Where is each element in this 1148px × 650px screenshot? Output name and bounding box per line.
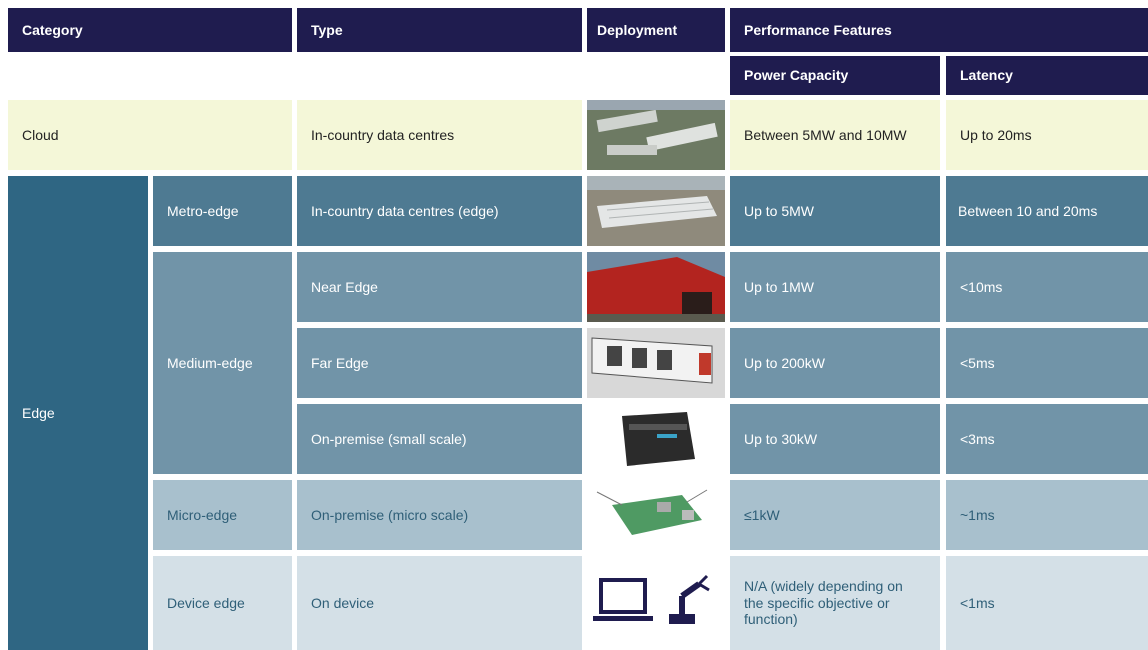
subcategory-cell: Micro-edge [153, 480, 292, 550]
type-cell: On-premise (micro scale) [297, 480, 582, 550]
latency-cell: Between 10 and 20ms [946, 176, 1148, 246]
type-cell: Far Edge [297, 328, 582, 398]
deployment-image [587, 100, 725, 170]
type-cell: In-country data centres (edge) [297, 176, 582, 246]
header-cell: Latency [946, 56, 1148, 95]
power-cell: Between 5MW and 10MW [730, 100, 940, 170]
power-cell: Up to 5MW [730, 176, 940, 246]
category-cell: Cloud [8, 100, 292, 170]
power-cell: Up to 1MW [730, 252, 940, 322]
header-cell: Type [297, 8, 582, 52]
power-cell: Up to 30kW [730, 404, 940, 474]
latency-cell: ~1ms [946, 480, 1148, 550]
type-cell: In-country data centres [297, 100, 582, 170]
deployment-image [587, 556, 725, 650]
header-cell: Category [8, 8, 292, 52]
type-cell: Near Edge [297, 252, 582, 322]
power-cell: N/A (widely depending on the specific ob… [730, 556, 940, 650]
power-cell: Up to 200kW [730, 328, 940, 398]
header-cell: Performance Features [730, 8, 1148, 52]
subcategory-cell: Device edge [153, 556, 292, 650]
subcategory-cell: Metro-edge [153, 176, 292, 246]
power-cell: ≤1kW [730, 480, 940, 550]
latency-cell: <3ms [946, 404, 1148, 474]
deployment-image [587, 480, 725, 550]
header-cell: Power Capacity [730, 56, 940, 95]
header-cell: Deployment [587, 8, 725, 52]
deployment-image [587, 404, 725, 474]
deployment-image [587, 176, 725, 246]
category-cell: Edge [8, 176, 148, 650]
latency-cell: <5ms [946, 328, 1148, 398]
type-cell: On-premise (small scale) [297, 404, 582, 474]
subcategory-cell: Medium-edge [153, 252, 292, 474]
latency-cell: Up to 20ms [946, 100, 1148, 170]
deployment-image [587, 252, 725, 322]
deployment-image [587, 328, 725, 398]
type-cell: On device [297, 556, 582, 650]
latency-cell: <10ms [946, 252, 1148, 322]
latency-cell: <1ms [946, 556, 1148, 650]
